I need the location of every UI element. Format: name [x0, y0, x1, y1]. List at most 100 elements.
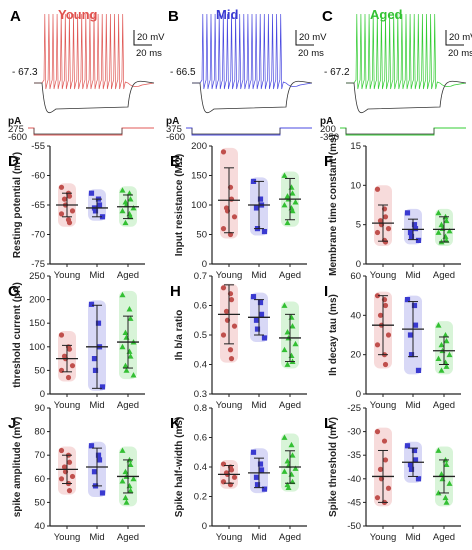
y-tick-label: -50: [347, 521, 361, 532]
y-tick-label: -65: [31, 200, 45, 211]
y-tick-label: 0.4: [194, 360, 207, 371]
scatter-panel-I: I 0 20 40 60 Ih decay tau (ms) Young Mid Aged: [324, 271, 461, 411]
data-point: [61, 196, 68, 202]
data-point: [127, 461, 134, 468]
data-point: [119, 343, 126, 350]
current-unit-label: pA: [166, 116, 179, 127]
data-point: [281, 434, 288, 440]
data-point: [66, 220, 73, 226]
data-point: [438, 221, 445, 228]
data-point: [254, 482, 261, 488]
data-point: [61, 464, 68, 470]
data-point: [130, 475, 137, 482]
panel-letter: B: [168, 8, 179, 25]
trace-title: Aged: [370, 7, 403, 22]
x-tick-label: Mid: [405, 400, 420, 411]
scatter-panel-F: F 0 5 10 15 Membrane time constant (ms) Young M…: [324, 134, 461, 281]
data-point: [374, 293, 381, 299]
y-tick-label: 100: [191, 200, 207, 211]
data-point: [289, 323, 296, 329]
scale-bar: [295, 30, 314, 46]
data-point: [289, 207, 296, 214]
data-point: [126, 190, 133, 196]
y-tick-label: -35: [347, 450, 361, 461]
data-point: [254, 326, 261, 332]
panel-letter: C: [322, 8, 333, 25]
y-tick-label: 15: [350, 141, 361, 152]
data-point: [261, 486, 268, 492]
data-point: [281, 302, 288, 308]
data-point: [250, 294, 257, 300]
x-tick-label: Aged: [433, 400, 455, 411]
y-tick-label: 60: [34, 474, 45, 485]
panel-letter: I: [324, 283, 328, 300]
data-point: [123, 499, 130, 505]
data-point: [231, 323, 238, 329]
y-tick-label: 10: [350, 180, 361, 191]
data-point: [66, 193, 73, 199]
data-point: [258, 311, 265, 317]
data-point: [119, 207, 126, 214]
data-point: [92, 208, 99, 214]
data-point: [446, 227, 453, 234]
data-point: [99, 490, 106, 496]
data-point: [96, 202, 103, 208]
data-point: [257, 299, 264, 306]
step-trace-negative: [191, 128, 281, 135]
y-axis-label: spike amplitude (mV): [12, 417, 23, 518]
data-point: [382, 302, 389, 309]
y-tick-label: 0: [356, 259, 361, 270]
step-negative-label: -600: [166, 132, 185, 143]
data-point: [91, 469, 98, 475]
data-point: [126, 306, 133, 312]
y-tick-label: 150: [191, 171, 207, 182]
scale-bar: [133, 30, 152, 46]
y-tick-label: 90: [34, 403, 45, 414]
x-tick-label: Young: [54, 532, 81, 543]
data-point: [289, 190, 296, 196]
hyperpolarizing-trace: [192, 80, 313, 114]
data-point: [374, 229, 381, 236]
panel-letter: H: [170, 283, 181, 300]
data-point: [407, 462, 414, 468]
panel-letter: F: [324, 153, 333, 170]
data-point: [66, 488, 73, 494]
y-tick-label: 20: [350, 350, 361, 361]
hyperpolarizing-trace: [34, 80, 155, 114]
data-point: [228, 297, 235, 303]
data-point: [58, 476, 65, 482]
x-tick-label: Young: [216, 532, 243, 543]
data-point: [412, 457, 419, 463]
data-point: [281, 202, 288, 208]
x-tick-label: Mid: [251, 532, 266, 543]
data-point: [382, 457, 389, 463]
data-point: [88, 190, 95, 196]
data-point: [122, 329, 129, 336]
panel-letter: L: [324, 415, 333, 432]
data-point: [438, 471, 445, 477]
data-point: [412, 322, 419, 328]
data-point: [415, 237, 422, 243]
data-point: [443, 499, 450, 505]
panel-letter: K: [170, 415, 181, 432]
data-point: [374, 342, 381, 348]
data-point: [119, 187, 126, 193]
y-tick-label: -75: [31, 259, 45, 270]
data-point: [220, 226, 227, 232]
data-point: [415, 476, 422, 482]
data-point: [284, 458, 291, 464]
x-tick-label: Mid: [251, 400, 266, 411]
data-point: [220, 285, 227, 291]
resting-potential-label: - 66.5: [170, 67, 196, 78]
data-point: [220, 149, 227, 155]
hyperpolarizing-trace: [346, 80, 467, 114]
y-tick-label: 200: [191, 141, 207, 152]
panel-letter: J: [8, 415, 16, 432]
x-tick-label: Young: [216, 400, 243, 411]
y-tick-label: 0.4: [194, 462, 207, 473]
y-tick-label: 0.6: [194, 433, 207, 444]
data-point: [284, 361, 291, 367]
x-tick-label: Young: [370, 532, 397, 543]
y-tick-label: 0.8: [194, 403, 207, 414]
